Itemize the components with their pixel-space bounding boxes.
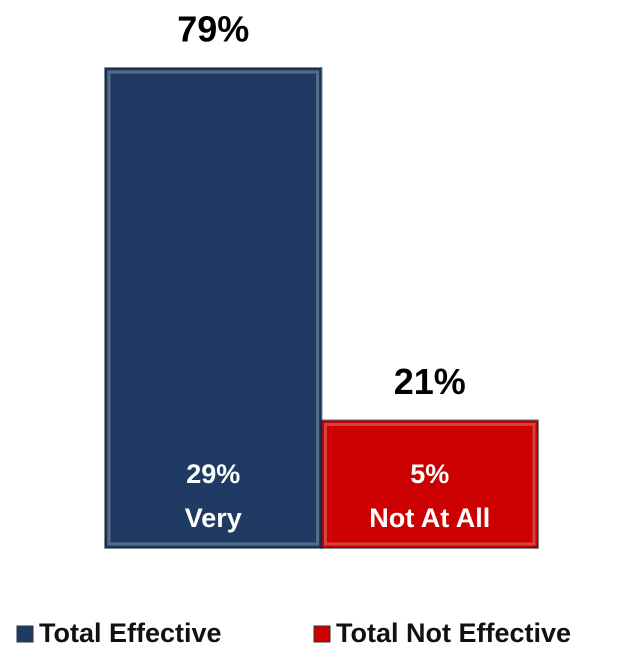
bar-bevel (324, 422, 536, 546)
bar (104, 67, 323, 549)
legend-label: Total Effective (39, 618, 222, 648)
inner-text: Not At All (369, 503, 490, 533)
inner-value-label: 29% (186, 459, 240, 489)
legend-label: Total Not Effective (336, 618, 571, 648)
value-label: 21% (394, 361, 466, 402)
bar-bevel (107, 70, 319, 546)
legend-swatch (16, 625, 34, 643)
bar (320, 419, 539, 549)
legend-swatch (313, 625, 331, 643)
inner-text: Very (185, 503, 242, 533)
value-label: 79% (177, 9, 249, 50)
inner-value-label: 5% (410, 459, 449, 489)
